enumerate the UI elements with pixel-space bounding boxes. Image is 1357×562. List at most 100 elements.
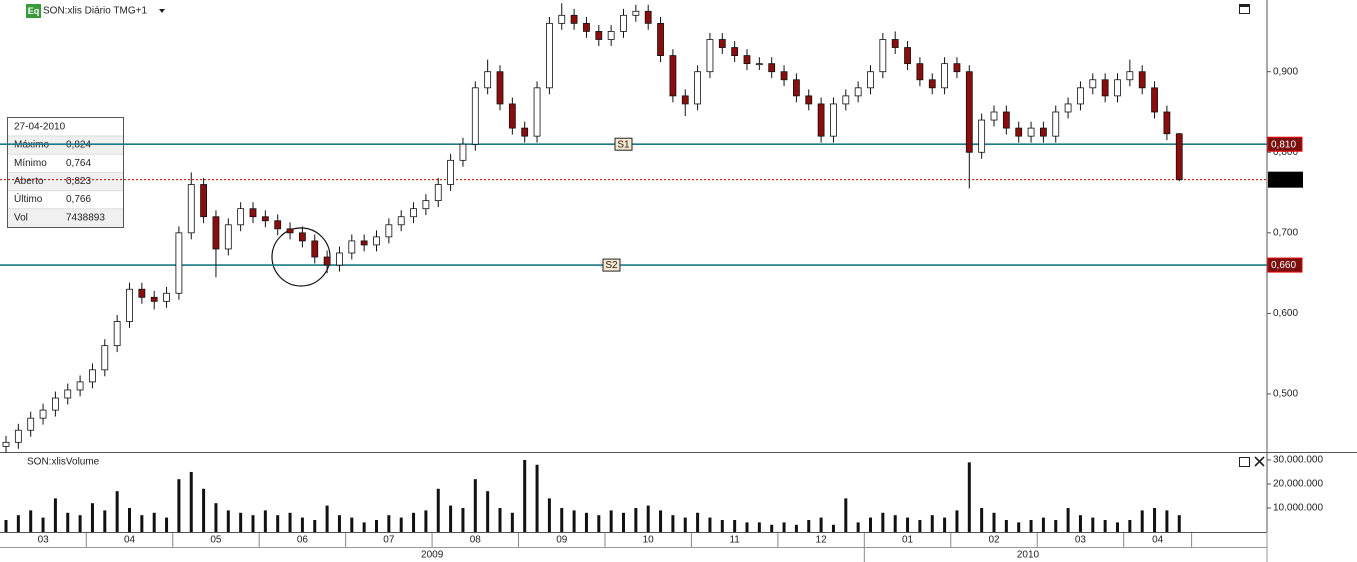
candle-body xyxy=(1027,127,1035,137)
info-label: Último xyxy=(14,192,43,205)
volume-bar xyxy=(350,517,354,532)
candle-body xyxy=(101,345,109,371)
volume-bar xyxy=(461,507,465,532)
candle-body xyxy=(570,14,578,24)
candle-body xyxy=(1138,71,1146,89)
candle-body xyxy=(348,240,356,254)
candle-body xyxy=(447,159,455,185)
info-value: 0,824 xyxy=(66,140,91,151)
volume-bar xyxy=(720,519,724,532)
level-name: S2 xyxy=(605,260,618,271)
candle-body xyxy=(508,103,516,129)
badge xyxy=(26,4,41,18)
candle-body xyxy=(1126,71,1134,81)
volume-bar xyxy=(263,510,267,532)
candle-body xyxy=(928,79,936,89)
volume-bar xyxy=(992,512,996,532)
level-price-tag xyxy=(1267,136,1303,152)
volume-bar xyxy=(967,462,971,532)
candle-body xyxy=(385,224,393,238)
level-price-tag xyxy=(1267,257,1303,273)
candle-body xyxy=(1040,127,1047,137)
volume-bar xyxy=(1054,519,1058,532)
volume-bar xyxy=(300,517,304,532)
volume-bar xyxy=(165,517,169,532)
volume-bar xyxy=(955,510,959,532)
x-tick-label: 07 xyxy=(383,535,395,546)
volume-bar xyxy=(1091,517,1095,532)
volume-bar xyxy=(844,498,848,532)
volume-bar xyxy=(1066,507,1070,532)
candle-body xyxy=(224,224,232,250)
x-tick-label: 01 xyxy=(902,535,914,546)
maximize-button[interactable] xyxy=(1239,457,1250,467)
candle-body xyxy=(138,288,146,298)
volume-bar xyxy=(634,507,638,532)
candle-body xyxy=(212,216,220,250)
x-tick-label: 09 xyxy=(556,535,568,546)
volume-bar xyxy=(523,459,527,532)
candle-body xyxy=(1052,111,1060,137)
candle-body xyxy=(681,95,689,105)
level-name: S1 xyxy=(617,139,630,150)
volume-bar xyxy=(930,515,934,532)
candle-body xyxy=(249,208,257,218)
candle-body xyxy=(150,296,158,302)
badge-text: Eq xyxy=(28,6,40,16)
volume-bar xyxy=(189,471,193,532)
candle-body xyxy=(953,63,961,73)
info-label: Vol xyxy=(14,212,28,223)
close-button[interactable] xyxy=(1254,456,1265,467)
info-row-bg xyxy=(8,172,123,191)
volume-bar xyxy=(436,488,440,532)
volume-bar xyxy=(659,510,663,532)
volume-bar xyxy=(177,479,181,532)
candle-body xyxy=(706,39,714,73)
volume-bar xyxy=(115,491,119,532)
volume-bar xyxy=(251,515,255,532)
candle-body xyxy=(187,184,195,234)
volume-bar xyxy=(646,505,650,532)
candle-body xyxy=(1077,87,1084,105)
candle-body xyxy=(1015,127,1023,137)
info-box: 27-04-2010 Máximo 0,824 Mínimo 0,764 Aberto 0… xyxy=(7,117,124,228)
candle-body xyxy=(842,95,850,105)
volume-bar xyxy=(202,488,206,532)
candle-body xyxy=(990,111,998,121)
chart-title[interactable]: SON:xlis Diário TMG+1 xyxy=(43,6,147,17)
volume-bar xyxy=(288,512,292,532)
dropdown-arrow[interactable] xyxy=(159,9,165,13)
candle-body xyxy=(175,232,183,294)
level-price-label: 0,810 xyxy=(1271,139,1296,150)
candle-body xyxy=(817,103,825,137)
candle-body xyxy=(39,409,47,419)
volume-bar xyxy=(943,517,947,532)
volume-bar xyxy=(449,505,453,532)
volume-bar xyxy=(1165,510,1169,532)
candle-body xyxy=(64,389,72,399)
volume-bar xyxy=(140,515,144,532)
candle-body xyxy=(1089,79,1097,89)
x-tick-label: 03 xyxy=(38,535,50,546)
y-tick-label: 30.000.000 xyxy=(1273,455,1323,466)
year-label: 2009 xyxy=(421,550,444,561)
x-tick-label: 03 xyxy=(1075,535,1087,546)
volume-bar xyxy=(671,515,675,532)
candle-body xyxy=(595,31,603,40)
x-tick-label: 10 xyxy=(643,535,655,546)
volume-bar xyxy=(980,507,984,532)
y-tick-label: 0,700 xyxy=(1273,227,1298,238)
volume-bar xyxy=(609,510,613,532)
candle-body xyxy=(459,143,467,161)
maximize-button[interactable] xyxy=(1239,4,1250,14)
info-value: 0,823 xyxy=(66,176,91,187)
candle-body xyxy=(657,22,664,56)
volume-bar xyxy=(807,519,811,532)
candle-body xyxy=(607,31,615,40)
volume-bar xyxy=(782,522,786,532)
volume-bar xyxy=(757,522,761,532)
volume-bar xyxy=(745,522,749,532)
candle-body xyxy=(76,381,84,391)
